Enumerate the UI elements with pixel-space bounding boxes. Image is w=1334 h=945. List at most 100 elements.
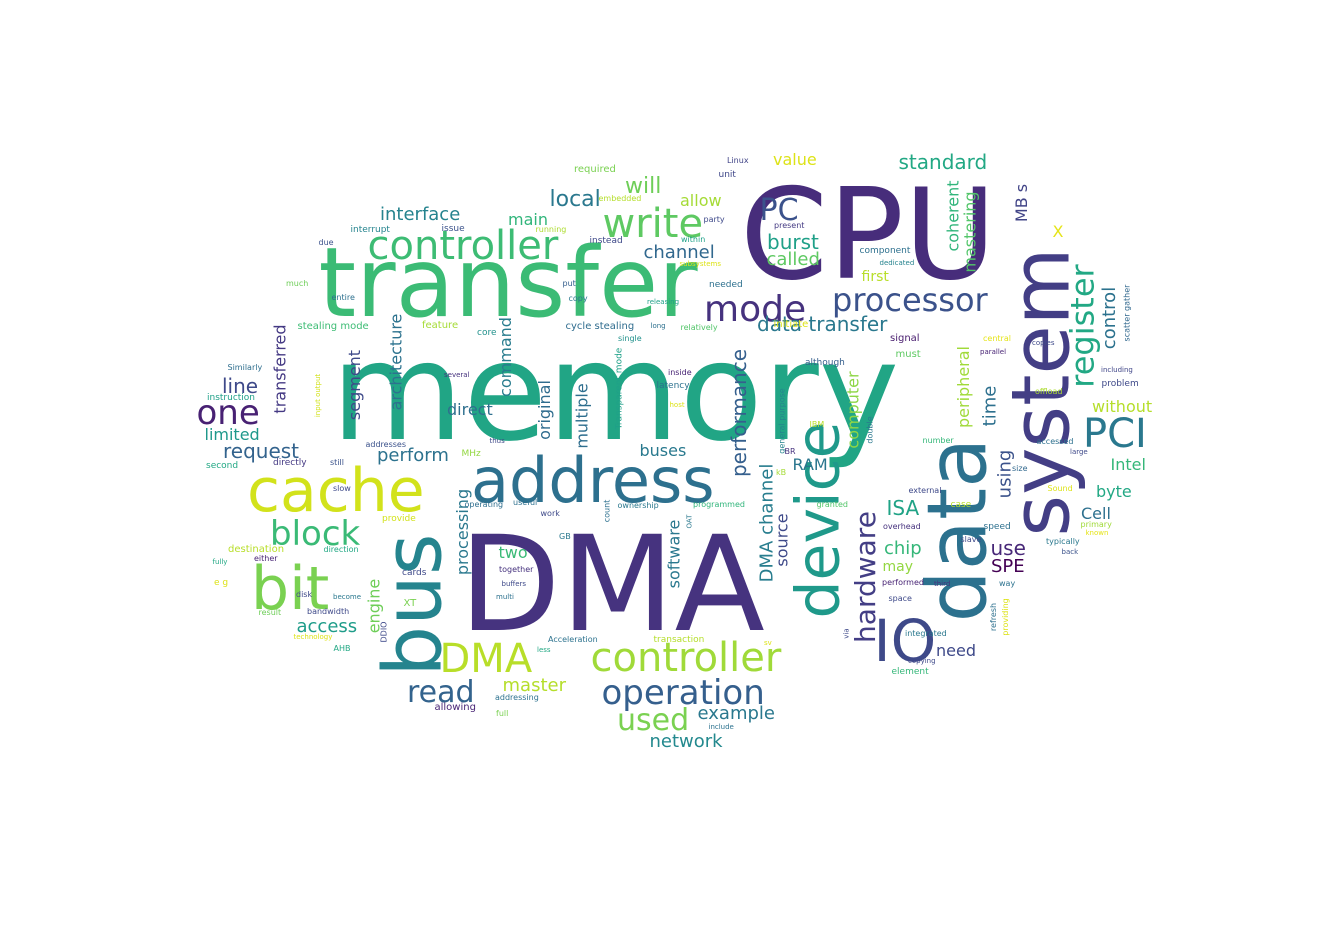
word-known: known	[1085, 528, 1109, 537]
word-channel: channel	[643, 242, 715, 263]
word-thus: thus	[489, 436, 505, 445]
word-long: long	[650, 321, 666, 330]
word-acceleration: Acceleration	[548, 635, 598, 644]
word-overhead: overhead	[883, 522, 921, 531]
word-cycle-stealing: cycle stealing	[565, 321, 635, 332]
word-architecture: architecture	[385, 313, 405, 411]
word-direction: direction	[323, 545, 359, 554]
word-intel: Intel	[1110, 455, 1146, 474]
word-releasing: releasing	[647, 297, 680, 306]
word-entire: entire	[331, 293, 355, 302]
word-third: third	[934, 579, 951, 588]
word-transferred: transferred	[270, 324, 290, 414]
word-br: BR	[784, 447, 796, 456]
word-together: together	[499, 565, 534, 574]
word-chip: chip	[884, 538, 922, 559]
word-similarly: Similarly	[227, 363, 263, 372]
word-copies: copies	[1032, 338, 1055, 347]
word-cell: Cell	[1081, 504, 1111, 523]
word-scatter-gather: scatter gather	[1121, 284, 1131, 342]
word-primary: primary	[1080, 520, 1112, 529]
word-transfer: transfer	[318, 227, 698, 339]
word-software: software	[663, 519, 683, 589]
word-transparent-mode: Transparent mode	[614, 347, 625, 429]
word-become: become	[333, 592, 362, 601]
word-instruction: instruction	[207, 392, 256, 403]
word-core: core	[477, 327, 497, 338]
word-will: will	[625, 174, 662, 199]
word-must: must	[895, 349, 921, 360]
word-hardware: hardware	[848, 511, 882, 643]
word-data-transfer: data transfer	[757, 312, 888, 336]
word-peripheral: peripheral	[954, 346, 973, 428]
word-general-purpose: general purpose	[777, 388, 787, 454]
word-refresh: refresh	[989, 602, 999, 632]
word-limited: limited	[204, 425, 260, 444]
word-directly: directly	[273, 457, 307, 468]
word-initiate: initiate	[773, 319, 809, 330]
word-address: address	[471, 444, 715, 517]
word-space: space	[888, 594, 912, 603]
word-although: although	[805, 357, 845, 368]
word-stealing-mode: stealing mode	[297, 321, 369, 332]
word-time: time	[978, 385, 1000, 427]
word-disk: disk	[296, 590, 313, 599]
word-controller: controller	[367, 223, 559, 269]
word-read: read	[407, 675, 475, 710]
word-integrated: integrated	[905, 629, 947, 638]
word-much: much	[286, 279, 309, 288]
word-device: device	[783, 421, 854, 619]
word-host: host	[669, 400, 685, 409]
word-input-output: input output	[313, 373, 322, 417]
word-coherent: coherent	[943, 180, 963, 252]
word-write: write	[602, 201, 704, 247]
word-component: component	[859, 245, 911, 256]
word-need: need	[936, 641, 976, 660]
word-request: request	[223, 439, 300, 463]
word-instead: instead	[589, 235, 623, 246]
word-called: called	[766, 249, 820, 270]
word-within: within	[681, 235, 706, 244]
word-subsystems: subsystems	[679, 259, 721, 268]
word-pci: PCI	[1083, 411, 1147, 457]
word-technology: technology	[293, 632, 333, 641]
word-full: full	[496, 709, 509, 718]
word-standard: standard	[898, 150, 988, 174]
word-including: including	[1101, 365, 1133, 374]
word-buffers: buffers	[501, 579, 527, 588]
word-include: include	[708, 722, 734, 731]
word-several: several	[444, 370, 470, 379]
word-element: element	[891, 666, 929, 677]
word-feature: feature	[422, 320, 459, 331]
word-case: case	[950, 499, 972, 510]
word-without: without	[1092, 397, 1153, 416]
word-speed: speed	[983, 521, 1011, 532]
word-running: running	[535, 225, 567, 234]
word-xt: XT	[403, 598, 417, 609]
word-ownership: ownership	[617, 501, 659, 510]
word-still: still	[330, 458, 344, 467]
word-interrupt: interrupt	[350, 224, 390, 235]
word-first: first	[861, 269, 889, 285]
word-sv: sv	[764, 638, 772, 647]
word-issue: issue	[441, 223, 465, 234]
word-multi: multi	[496, 592, 514, 601]
word-result: result	[258, 608, 282, 617]
word-way: way	[999, 579, 1016, 588]
word-embedded: embedded	[598, 194, 642, 203]
word-block: block	[270, 514, 361, 554]
word-bandwidth: bandwidth	[307, 607, 350, 616]
word-fully: fully	[212, 557, 228, 566]
word-command: command	[495, 317, 515, 397]
word-mb-s: MB s	[1012, 183, 1032, 223]
word-two: two	[498, 543, 528, 562]
word-segment: segment	[345, 349, 365, 421]
word-control: control	[1099, 286, 1121, 350]
word-copying: copying	[908, 656, 936, 665]
word-transaction: transaction	[653, 634, 705, 645]
word-addresses: addresses	[365, 440, 407, 449]
word-put: put	[562, 279, 576, 288]
word-master: master	[502, 675, 566, 696]
word-dedicated: dedicated	[879, 258, 915, 267]
